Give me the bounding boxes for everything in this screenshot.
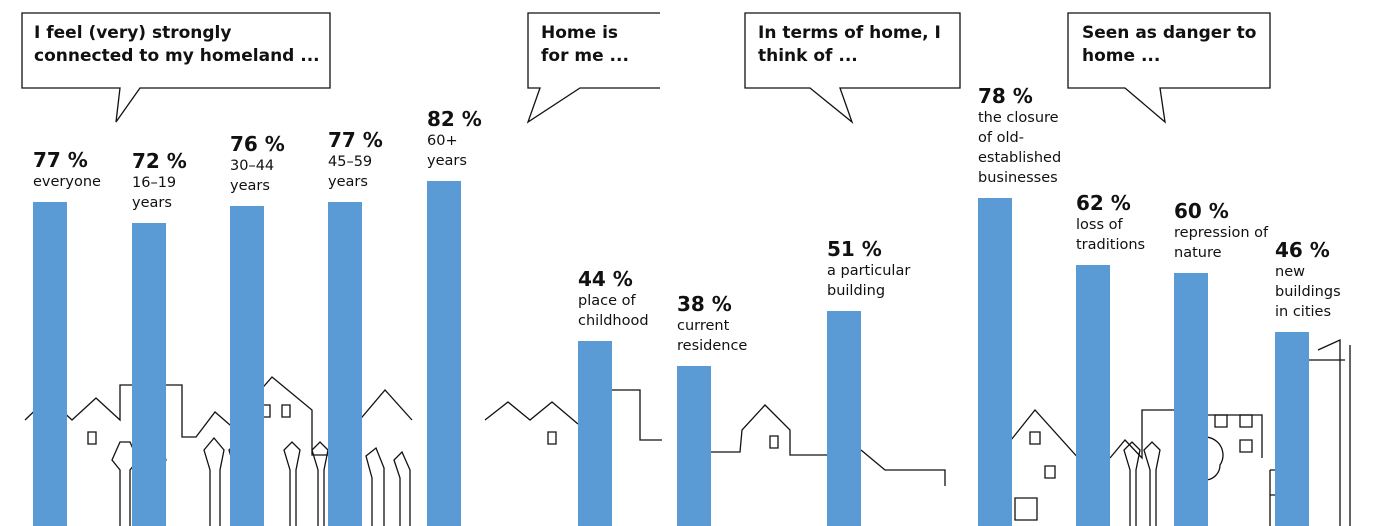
value-label: 60 % <box>1174 199 1229 224</box>
details <box>1123 436 1292 526</box>
bar-label: 62 % loss of traditions <box>1076 191 1166 255</box>
bar-label: 44 % place of childhood <box>578 267 666 331</box>
bar-label: 60 % repression of nature <box>1174 199 1269 263</box>
bar <box>33 201 67 526</box>
value-label: 77 % <box>328 127 383 152</box>
speech-bubble <box>1067 12 1271 124</box>
bar-label: 77 % everyone <box>33 148 128 192</box>
category-label: 60+ years <box>427 132 467 169</box>
category-label: loss of traditions <box>1076 216 1146 253</box>
bar <box>328 201 362 526</box>
category-label: repression of nature <box>1174 225 1269 262</box>
category-label: 45–59 years <box>328 153 373 190</box>
bar <box>1174 273 1208 526</box>
bar-label: 72 % 16–19 years <box>132 149 192 213</box>
bar-label: 51 % a particular building <box>827 237 937 301</box>
chart-title: Seen as danger to home ... <box>1082 23 1257 66</box>
bar <box>677 366 711 526</box>
value-label: 82 % <box>427 106 482 131</box>
bar-label: 38 % current residence <box>677 292 772 356</box>
value-label: 44 % <box>578 266 633 291</box>
chart-title: In terms of home, I think of ... <box>758 23 941 66</box>
bar <box>1076 264 1110 526</box>
category-label: 16–19 years <box>132 174 177 211</box>
bar <box>132 222 166 526</box>
bar <box>578 340 612 526</box>
bar <box>827 311 861 526</box>
windows <box>547 431 779 449</box>
bar <box>1275 332 1309 526</box>
houses <box>24 376 413 456</box>
value-label: 76 % <box>230 132 285 157</box>
value-label: 62 % <box>1076 190 1131 215</box>
category-label: the closure of old-established businesse… <box>978 109 1062 186</box>
houses <box>484 389 946 486</box>
bar-label: 46 % new buildings in cities <box>1275 238 1345 322</box>
value-label: 51 % <box>827 237 882 262</box>
bar-label: 82 % 60+ years <box>427 107 487 171</box>
category-label: a particular building <box>827 263 911 300</box>
category-label: 30–44 years <box>230 158 275 195</box>
category-label: place of childhood <box>578 292 649 329</box>
chart-title: I feel (very) strongly connected to my h… <box>34 23 320 66</box>
bar <box>978 197 1012 526</box>
value-label: 78 % <box>978 83 1033 108</box>
bar-label: 78 % the closure of old-established busin… <box>978 84 1076 188</box>
value-label: 46 % <box>1275 238 1330 263</box>
category-label: current residence <box>677 318 748 355</box>
bar <box>230 206 264 526</box>
value-label: 77 % <box>33 147 88 172</box>
value-label: 38 % <box>677 292 732 317</box>
bar <box>427 180 461 526</box>
category-label: everyone <box>33 173 101 190</box>
value-label: 72 % <box>132 148 187 173</box>
speech-bubble <box>744 12 961 124</box>
windows <box>1014 414 1253 521</box>
speech-bubble <box>526 12 660 124</box>
category-label: new buildings in cities <box>1275 264 1341 321</box>
bar-label: 76 % 30–44 years <box>230 132 290 196</box>
chart-title: Home is for me ... <box>541 23 629 66</box>
speech-bubble <box>21 12 331 123</box>
bar-label: 77 % 45–59 years <box>328 128 388 192</box>
